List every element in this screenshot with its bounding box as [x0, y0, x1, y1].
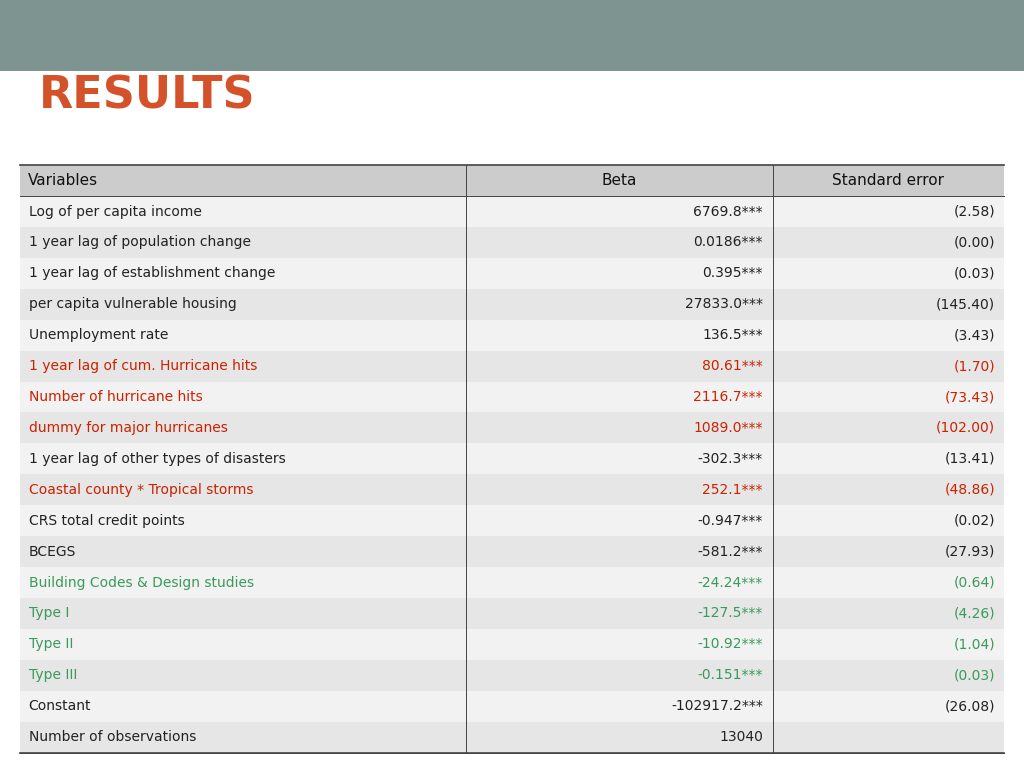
Text: 2116.7***: 2116.7*** [693, 390, 763, 404]
Text: (27.93): (27.93) [945, 545, 995, 558]
Text: 1 year lag of population change: 1 year lag of population change [29, 236, 251, 250]
Text: -581.2***: -581.2*** [697, 545, 763, 558]
Text: Type III: Type III [29, 668, 77, 682]
FancyBboxPatch shape [20, 660, 1004, 690]
Text: (2.58): (2.58) [953, 204, 995, 219]
Text: CRS total credit points: CRS total credit points [29, 514, 184, 528]
Text: 136.5***: 136.5*** [702, 328, 763, 343]
Text: 0.0186***: 0.0186*** [693, 236, 763, 250]
FancyBboxPatch shape [20, 505, 1004, 536]
FancyBboxPatch shape [20, 475, 1004, 505]
Text: RESULTS: RESULTS [39, 74, 256, 118]
FancyBboxPatch shape [20, 258, 1004, 289]
Text: -102917.2***: -102917.2*** [671, 699, 763, 713]
FancyBboxPatch shape [20, 629, 1004, 660]
Text: Log of per capita income: Log of per capita income [29, 204, 202, 219]
Text: dummy for major hurricanes: dummy for major hurricanes [29, 421, 227, 435]
FancyBboxPatch shape [20, 165, 1004, 196]
Text: Beta: Beta [602, 173, 637, 188]
Text: (3.43): (3.43) [953, 328, 995, 343]
Text: 1089.0***: 1089.0*** [693, 421, 763, 435]
Text: -10.92***: -10.92*** [697, 637, 763, 651]
FancyBboxPatch shape [20, 412, 1004, 443]
Text: per capita vulnerable housing: per capita vulnerable housing [29, 297, 237, 311]
Text: 0.395***: 0.395*** [702, 266, 763, 280]
Text: -0.947***: -0.947*** [697, 514, 763, 528]
Text: 1 year lag of establishment change: 1 year lag of establishment change [29, 266, 275, 280]
Text: (1.04): (1.04) [953, 637, 995, 651]
Text: Standard error: Standard error [833, 173, 944, 188]
Text: 1 year lag of cum. Hurricane hits: 1 year lag of cum. Hurricane hits [29, 359, 257, 373]
Text: (145.40): (145.40) [936, 297, 995, 311]
Text: (0.64): (0.64) [953, 575, 995, 590]
Text: (73.43): (73.43) [945, 390, 995, 404]
FancyBboxPatch shape [20, 690, 1004, 722]
FancyBboxPatch shape [20, 722, 1004, 753]
Text: 27833.0***: 27833.0*** [685, 297, 763, 311]
FancyBboxPatch shape [20, 598, 1004, 629]
Text: Type I: Type I [29, 607, 69, 621]
Text: (102.00): (102.00) [936, 421, 995, 435]
Text: (13.41): (13.41) [945, 452, 995, 466]
FancyBboxPatch shape [20, 319, 1004, 351]
Text: Variables: Variables [28, 173, 97, 188]
Text: -0.151***: -0.151*** [697, 668, 763, 682]
Text: Building Codes & Design studies: Building Codes & Design studies [29, 575, 254, 590]
Text: Number of observations: Number of observations [29, 730, 196, 744]
Text: Unemployment rate: Unemployment rate [29, 328, 168, 343]
Text: Constant: Constant [29, 699, 91, 713]
FancyBboxPatch shape [20, 196, 1004, 227]
FancyBboxPatch shape [20, 351, 1004, 382]
Text: BCEGS: BCEGS [29, 545, 76, 558]
Text: (0.03): (0.03) [953, 266, 995, 280]
Text: (0.00): (0.00) [953, 236, 995, 250]
Text: -302.3***: -302.3*** [697, 452, 763, 466]
FancyBboxPatch shape [20, 382, 1004, 412]
Text: 1 year lag of other types of disasters: 1 year lag of other types of disasters [29, 452, 286, 466]
Text: Number of hurricane hits: Number of hurricane hits [29, 390, 203, 404]
Text: 252.1***: 252.1*** [702, 483, 763, 497]
Text: (48.86): (48.86) [945, 483, 995, 497]
FancyBboxPatch shape [20, 536, 1004, 567]
FancyBboxPatch shape [0, 0, 1024, 71]
Text: -24.24***: -24.24*** [697, 575, 763, 590]
FancyBboxPatch shape [20, 227, 1004, 258]
FancyBboxPatch shape [20, 443, 1004, 475]
FancyBboxPatch shape [20, 289, 1004, 319]
Text: 6769.8***: 6769.8*** [693, 204, 763, 219]
Text: 13040: 13040 [719, 730, 763, 744]
Text: Coastal county * Tropical storms: Coastal county * Tropical storms [29, 483, 253, 497]
Text: (4.26): (4.26) [953, 607, 995, 621]
Text: (1.70): (1.70) [953, 359, 995, 373]
Text: 80.61***: 80.61*** [702, 359, 763, 373]
Text: -127.5***: -127.5*** [697, 607, 763, 621]
Text: (0.02): (0.02) [953, 514, 995, 528]
Text: Type II: Type II [29, 637, 73, 651]
Text: (0.03): (0.03) [953, 668, 995, 682]
Text: (26.08): (26.08) [945, 699, 995, 713]
FancyBboxPatch shape [20, 567, 1004, 598]
